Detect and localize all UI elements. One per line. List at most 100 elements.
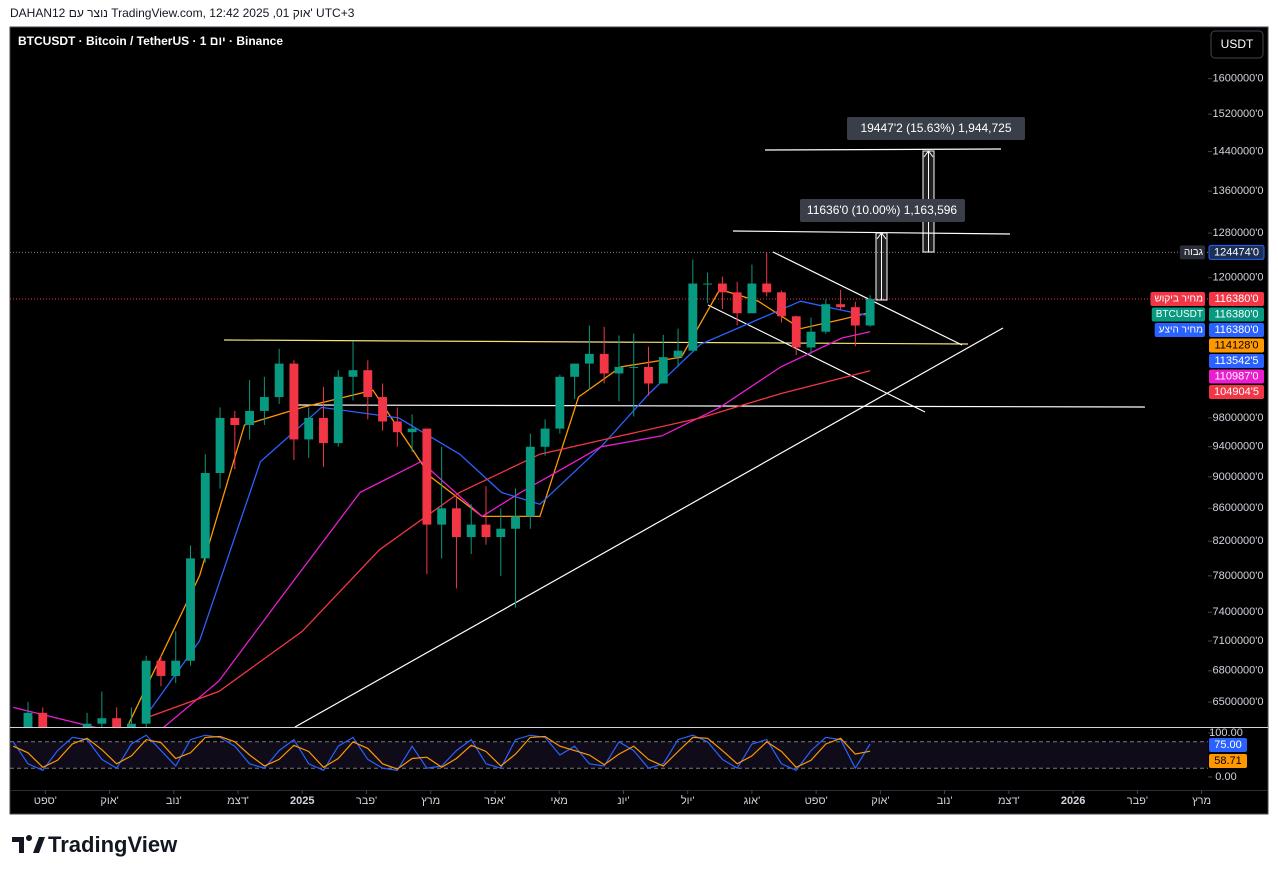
price-label-box	[1209, 369, 1264, 384]
candle-body	[156, 660, 166, 676]
candle-body	[703, 283, 713, 285]
y-tick-label: 1600000'0	[1212, 73, 1263, 85]
x-tick-label: אוג'	[744, 795, 761, 807]
x-tick-label: יונ'	[617, 795, 629, 807]
oscillator-line	[12, 735, 871, 770]
x-tick-label: נוב'	[937, 795, 953, 807]
osc-label: 75.00	[1214, 739, 1242, 751]
currency-label[interactable]: USDT	[1221, 37, 1254, 51]
candle-body	[319, 417, 328, 444]
candle-body	[525, 446, 535, 517]
brand-logo: TradingView	[12, 832, 178, 857]
x-tick-label: נוב'	[166, 795, 182, 807]
target-line	[764, 148, 1002, 151]
price-label-box	[1209, 384, 1264, 399]
candle-body	[23, 712, 33, 727]
candle-body	[171, 660, 181, 676]
target-line	[732, 230, 1011, 235]
candle-body	[215, 417, 225, 474]
brand-text: TradingView	[48, 832, 178, 857]
candle-body	[274, 363, 284, 398]
oscillator-line	[12, 734, 871, 772]
horizontal-ray	[223, 339, 969, 345]
osc-label: 58.71	[1214, 755, 1242, 767]
price-label-box	[1209, 291, 1264, 306]
candle-body	[97, 718, 107, 724]
candle-body	[289, 363, 299, 440]
candle-body	[126, 723, 136, 727]
measure-label-box	[800, 199, 965, 222]
price-tag: גבוה	[1184, 247, 1203, 258]
price-label-box	[1209, 322, 1264, 337]
candle-body	[422, 428, 432, 525]
horizontal-ray	[295, 404, 1146, 408]
price-tag: מחיר ביקוש	[1154, 294, 1203, 305]
candle-body	[112, 718, 122, 727]
candle-body	[392, 421, 402, 433]
candle-body	[732, 292, 742, 314]
x-tick-label: 2026	[1061, 795, 1085, 807]
candle-body	[747, 283, 757, 314]
candle-body	[614, 366, 624, 374]
channel-line	[707, 304, 926, 413]
candle-body	[806, 331, 816, 348]
symbol-title: BTCUSDT · Bitcoin / TetherUS · 1 יום · B…	[18, 34, 283, 48]
x-tick-label: מרץ	[421, 795, 440, 807]
candle-body	[717, 283, 727, 293]
candle-body	[200, 473, 210, 559]
candle-body	[599, 353, 609, 374]
candle-body	[186, 558, 195, 661]
x-tick-label: פבר'	[356, 795, 377, 807]
y-tick-label: 7400000'0	[1212, 606, 1263, 618]
price-label: 113542'5	[1214, 355, 1258, 367]
x-tick-label: ספט'	[805, 795, 828, 807]
candle-body	[629, 366, 639, 368]
candle-body	[821, 304, 831, 332]
candle-body	[38, 712, 48, 727]
candle-body	[259, 397, 269, 411]
candle-body	[555, 376, 565, 429]
candle-body	[378, 397, 388, 422]
candle-body	[82, 723, 92, 727]
y-tick-label: 6800000'0	[1212, 665, 1263, 677]
price-label-box	[1209, 307, 1264, 322]
chart-panel	[9, 26, 1269, 815]
x-tick-label: דצמ'	[998, 795, 1020, 807]
x-tick-label: אפר'	[484, 795, 506, 807]
price-tag: BTCUSDT	[1156, 309, 1203, 320]
logo-mark	[12, 835, 45, 853]
y-tick-label: 8600000'0	[1212, 502, 1263, 514]
candle-body	[644, 366, 653, 384]
candle-body	[791, 316, 801, 348]
candle-body	[230, 417, 240, 426]
price-tag-box	[1150, 291, 1205, 306]
y-tick-label: 7100000'0	[1212, 635, 1263, 647]
trendline	[294, 327, 1004, 727]
price-plot	[10, 251, 1208, 727]
measure-arrow	[876, 232, 887, 300]
candle-body	[688, 283, 698, 351]
candle-body	[496, 528, 506, 538]
price-tag-box	[1179, 245, 1205, 260]
oscillator-plot	[10, 734, 1208, 772]
candle-body	[570, 363, 580, 377]
candle-body	[407, 428, 417, 433]
oscillator-band	[10, 741, 1208, 769]
price-label: 116380'0	[1214, 308, 1258, 320]
x-tick-label: ספט'	[34, 795, 57, 807]
candle-body	[762, 283, 772, 293]
currency-button[interactable]	[1210, 30, 1264, 59]
x-tick-label: אוק'	[871, 795, 889, 807]
moving-average	[147, 370, 871, 718]
candle-body	[437, 508, 447, 525]
axes: 1600000'0 1520000'0 1440000'0 1360000'0 1280…	[34, 73, 1265, 807]
y-tick-label: 1360000'0	[1212, 185, 1263, 197]
x-tick-label: מאי	[551, 795, 568, 807]
candle-body	[304, 417, 314, 440]
measure-label-box	[847, 117, 1025, 140]
candle-body	[333, 376, 343, 444]
y-tick-label: 9400000'0	[1212, 441, 1263, 453]
candle-body	[363, 370, 373, 398]
